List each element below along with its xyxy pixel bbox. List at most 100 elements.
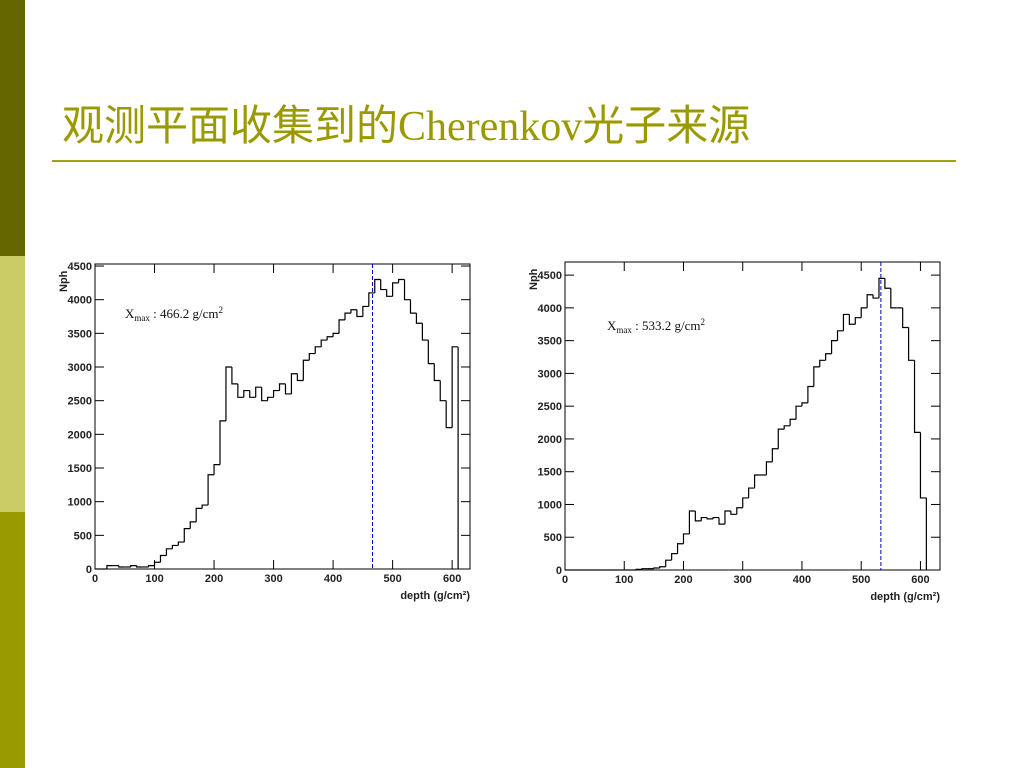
histogram-bin: [801, 402, 808, 407]
y-tick-label: 4000: [538, 303, 562, 315]
histogram-bin: [332, 332, 340, 337]
y-axis-label: Nph: [58, 270, 70, 292]
histogram-bin: [362, 305, 369, 317]
histogram-bin: [350, 309, 357, 314]
histogram-bin: [374, 278, 381, 293]
y-tick-label: 0: [556, 565, 562, 577]
x-axis-label: depth (g/cm²): [870, 591, 940, 603]
y-tick-label: 4500: [68, 261, 92, 273]
histogram-bin: [919, 432, 927, 499]
histogram-bin: [783, 425, 791, 430]
histogram-bin: [153, 561, 161, 566]
histogram-bin: [795, 405, 802, 420]
histogram-bin: [213, 464, 220, 475]
histogram-bin: [147, 565, 155, 567]
histogram-bin: [712, 516, 720, 519]
histogram-bin: [314, 346, 322, 354]
histogram-bin: [183, 528, 191, 543]
annotation-subscript: max: [134, 313, 150, 323]
y-tick-label: 3500: [68, 328, 92, 340]
histogram-bin: [730, 511, 737, 515]
y-tick-label: 4500: [538, 270, 562, 282]
annotation-symbol: X: [607, 318, 617, 333]
histogram-bin: [659, 566, 666, 569]
histogram-bin: [706, 517, 714, 520]
y-tick-label: 2000: [68, 429, 92, 441]
histogram-bin: [765, 461, 773, 475]
histogram-bin: [261, 387, 268, 402]
histogram-bin: [671, 553, 678, 561]
histogram-bin: [753, 474, 761, 489]
y-tick-label: 1500: [538, 467, 562, 479]
y-tick-label: 1000: [538, 499, 562, 511]
histogram-bin: [718, 517, 725, 525]
histogram-bin: [836, 330, 844, 341]
histogram-bin: [308, 352, 316, 361]
histogram-bin: [249, 390, 256, 398]
histogram-bin: [748, 487, 755, 498]
histogram-bin: [255, 386, 262, 398]
y-tick-label: 500: [74, 530, 92, 542]
x-tick-label: 600: [443, 573, 461, 585]
histogram-bin: [451, 346, 459, 428]
histogram-bin: [819, 359, 826, 367]
histogram-bin: [409, 299, 417, 314]
slide-title: 观测平面收集到的Cherenkov光子来源: [62, 104, 750, 150]
histogram-bin: [136, 565, 143, 568]
histogram-bin: [742, 497, 749, 508]
histogram-bin: [676, 543, 684, 554]
histogram-bin: [344, 312, 351, 320]
histogram-bin: [284, 383, 292, 395]
histogram-bin: [290, 373, 298, 394]
histogram-bin: [106, 565, 113, 569]
histogram-bin: [201, 504, 209, 509]
histogram-bin: [641, 568, 648, 570]
histogram-bin: [842, 313, 850, 331]
histogram-bin: [243, 389, 250, 398]
histogram-bin: [267, 396, 274, 401]
x-tick-label: 200: [205, 573, 223, 585]
y-tick-label: 1500: [68, 463, 92, 475]
x-tick-label: 100: [145, 573, 163, 585]
x-tick-label: 400: [324, 573, 342, 585]
histogram-bin: [913, 360, 921, 433]
histogram-bin: [302, 359, 310, 381]
x-tick-label: 200: [674, 574, 692, 586]
histogram-bin: [415, 313, 423, 324]
histogram-bin: [694, 511, 702, 522]
histogram-bin: [296, 373, 304, 382]
x-tick-label: 300: [264, 573, 282, 585]
histogram-bin: [682, 533, 690, 544]
histogram-bin: [237, 383, 244, 398]
histogram-bin: [665, 559, 672, 567]
y-tick-label: 0: [86, 564, 92, 576]
histogram-bin: [207, 474, 215, 506]
x-axis-label: depth (g/cm²): [400, 590, 470, 602]
histogram-bin: [902, 307, 909, 329]
y-tick-label: 500: [544, 532, 562, 544]
histogram-bin: [830, 340, 838, 354]
histogram-bin: [884, 278, 891, 289]
histogram-bin: [433, 363, 441, 382]
annotation-superscript: 2: [701, 317, 706, 327]
histogram-bin: [177, 541, 185, 546]
histogram-bin: [380, 279, 387, 291]
histogram-bin: [368, 292, 375, 307]
annotation-text: : 533.2 g/cm: [632, 318, 701, 333]
histogram-bin: [771, 448, 779, 462]
histogram-bin: [807, 385, 814, 403]
y-tick-label: 2500: [68, 396, 92, 408]
histogram-bin: [866, 294, 874, 308]
histogram-bin: [908, 327, 915, 361]
histogram-bin: [272, 389, 280, 398]
annotation-symbol: X: [125, 306, 135, 321]
histogram-bin: [872, 294, 879, 299]
histogram-bin: [688, 510, 696, 534]
histogram-bin: [189, 521, 197, 529]
histogram-bin: [635, 568, 643, 570]
x-tick-label: 0: [92, 573, 98, 585]
y-tick-label: 2500: [538, 401, 562, 413]
histogram-bin: [848, 314, 856, 325]
histogram-bin: [813, 366, 820, 387]
histogram-bin: [392, 282, 399, 297]
